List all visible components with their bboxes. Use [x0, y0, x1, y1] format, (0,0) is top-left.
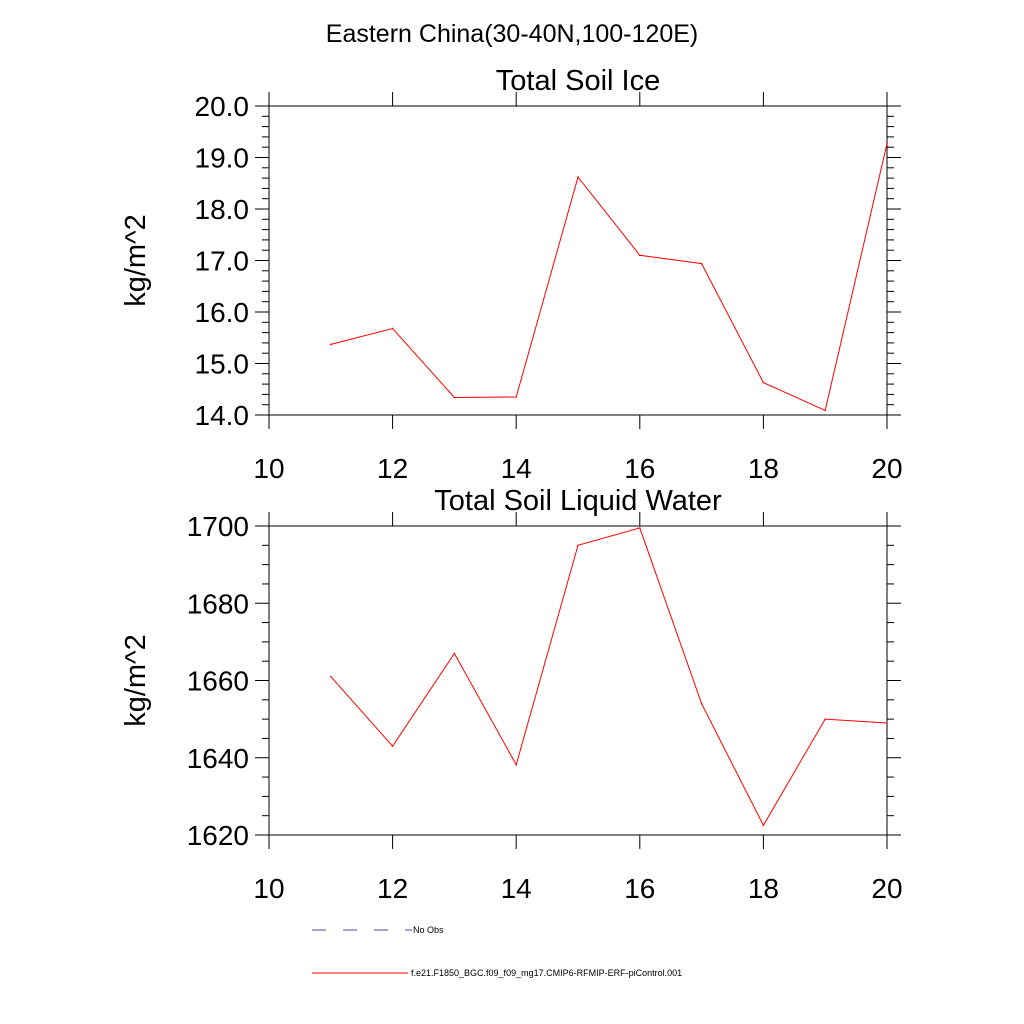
data-point	[515, 396, 517, 398]
y-tick-label: 19.0	[195, 143, 250, 174]
data-point	[700, 262, 703, 265]
x-tick-label: 12	[377, 873, 408, 904]
y-tick-label: 1620	[187, 820, 249, 851]
y-tick-label: 20.0	[195, 91, 250, 122]
x-tick-label: 16	[624, 453, 655, 484]
data-point	[639, 527, 641, 529]
data-point	[330, 675, 332, 678]
x-tick-label: 16	[624, 873, 655, 904]
panel-total-soil-ice: Total Soil Ice kg/m^2 14.0 15.0 16.0 17.0 18.0…	[120, 65, 903, 484]
x-tick-label: 14	[501, 873, 532, 904]
data-point	[824, 718, 826, 720]
y-tick-label: 1660	[187, 666, 249, 697]
data-point	[515, 763, 517, 766]
legend-label-model: f.e21.F1850_BGC.f09_f09_mg17.CMIP6-RFMIP…	[411, 968, 682, 978]
data-point	[700, 702, 703, 705]
x-tick-label: 18	[748, 873, 779, 904]
y-tick-label: 1680	[187, 588, 249, 619]
panel-total-soil-liquid-water: Total Soil Liquid Waterkg/m^216201640166…	[120, 485, 903, 904]
y-tick-label: 1700	[187, 511, 249, 542]
y-axis-label: kg/m^2	[120, 214, 152, 307]
y-tick-label: 14.0	[195, 400, 250, 431]
x-tick-label: 20	[871, 453, 902, 484]
data-point	[639, 254, 641, 257]
plot-frame	[268, 525, 888, 836]
data-point	[391, 745, 394, 747]
data-point	[577, 176, 579, 178]
legend: No Obs f.e21.F1850_BGC.f09_f09_mg17.CMIP…	[312, 925, 682, 978]
x-tick-label: 18	[748, 453, 779, 484]
chart-title: Total Soil Liquid Water	[434, 485, 722, 517]
chart-title: Total Soil Ice	[496, 65, 660, 97]
data-point	[886, 142, 888, 145]
x-tick-label: 10	[253, 453, 284, 484]
x-tick-label: 14	[501, 453, 532, 484]
y-tick-label: 1640	[187, 743, 249, 774]
y-tick-label: 18.0	[195, 194, 250, 225]
figure-suptitle: Eastern China(30-40N,100-120E)	[326, 20, 698, 48]
data-point	[886, 722, 888, 724]
data-point	[453, 396, 456, 399]
y-tick-label: 15.0	[195, 349, 250, 380]
data-point	[824, 409, 826, 412]
y-tick-label: 16.0	[195, 297, 250, 328]
data-point	[762, 381, 765, 384]
data-point	[453, 652, 456, 655]
x-tick-label: 20	[871, 873, 902, 904]
y-axis-label: kg/m^2	[120, 634, 152, 727]
plot-frame	[268, 105, 888, 416]
legend-label-no-obs: No Obs	[413, 925, 444, 935]
data-point	[391, 327, 394, 330]
series-line	[330, 527, 888, 827]
x-tick-label: 10	[253, 873, 284, 904]
y-tick-label: 17.0	[195, 246, 250, 277]
data-point	[577, 544, 579, 547]
data-point	[330, 343, 332, 346]
x-tick-label: 12	[377, 453, 408, 484]
data-point	[762, 824, 765, 827]
series-line	[330, 143, 888, 412]
